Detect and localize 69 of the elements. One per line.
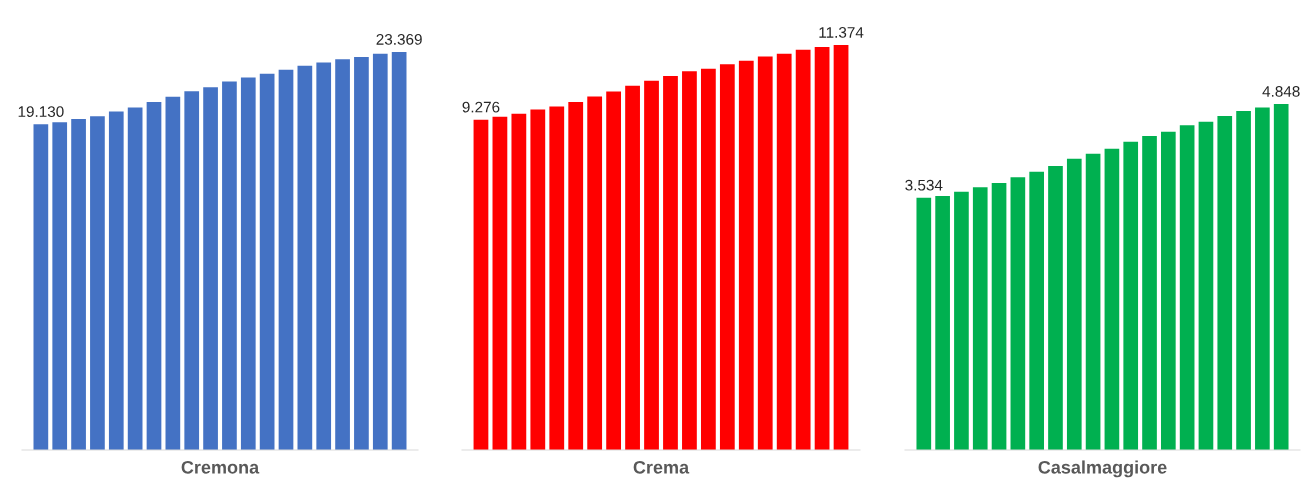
bar: [146, 101, 162, 450]
bar: [814, 46, 830, 450]
bar: [935, 195, 950, 450]
bar: [644, 80, 659, 450]
bar: [954, 191, 969, 450]
bar: [549, 106, 565, 450]
bar: [203, 87, 218, 450]
x-axis-title: Cremona: [181, 460, 260, 474]
bar: [530, 109, 546, 450]
bar: [972, 187, 988, 450]
bar: [757, 56, 773, 450]
bar: [1066, 158, 1082, 450]
data-label: 4.848: [1262, 86, 1300, 97]
bar: [33, 124, 49, 450]
bar: [1217, 115, 1233, 450]
bar: [738, 60, 754, 450]
bar: [240, 77, 256, 450]
bar: [184, 91, 200, 450]
bar: [492, 116, 508, 450]
bar: [165, 96, 181, 450]
x-axis-title: Casalmaggiore: [1038, 460, 1167, 478]
bar: [1085, 153, 1101, 450]
bar: [663, 76, 678, 450]
bar: [1273, 104, 1289, 450]
bar: [278, 69, 294, 450]
bar: [1179, 125, 1195, 450]
bar: [700, 68, 716, 450]
data-label: 9.276: [462, 101, 500, 113]
bar: [372, 53, 388, 450]
bar: [473, 119, 489, 450]
bar: [1198, 121, 1214, 450]
bar: [916, 197, 932, 450]
bar: [259, 73, 275, 450]
bar: [1236, 110, 1251, 450]
bar: [1010, 177, 1026, 450]
bar: [568, 102, 584, 450]
bar: [108, 111, 124, 450]
bar: [625, 85, 640, 450]
bar: [511, 113, 527, 450]
bar: [297, 65, 313, 450]
bar: [1255, 107, 1270, 450]
bar: [316, 62, 332, 450]
bar: [1142, 135, 1157, 450]
data-label: 3.534: [905, 179, 943, 191]
bar: [1161, 131, 1176, 450]
bar: [795, 49, 811, 450]
bar: [354, 56, 369, 450]
bar: [391, 52, 407, 450]
bar: [606, 91, 622, 450]
bar: [1048, 165, 1063, 450]
bar: [127, 107, 143, 450]
bar: [833, 45, 849, 450]
data-label: 23.369: [376, 34, 422, 45]
bar: [1029, 171, 1044, 450]
bar: [52, 122, 68, 450]
bar: [1123, 141, 1139, 450]
bar: [682, 71, 697, 450]
data-label: 11.374: [819, 27, 864, 38]
bar: [90, 116, 105, 450]
bar: [776, 53, 792, 450]
bar: [587, 96, 603, 450]
bar: [335, 59, 350, 450]
bar: [71, 118, 86, 450]
bar: [991, 183, 1007, 450]
bar: [1104, 148, 1120, 450]
x-axis-title: Crema: [633, 460, 690, 474]
bar: [719, 64, 735, 450]
data-label: 19.130: [18, 106, 64, 118]
bar: [222, 81, 237, 450]
